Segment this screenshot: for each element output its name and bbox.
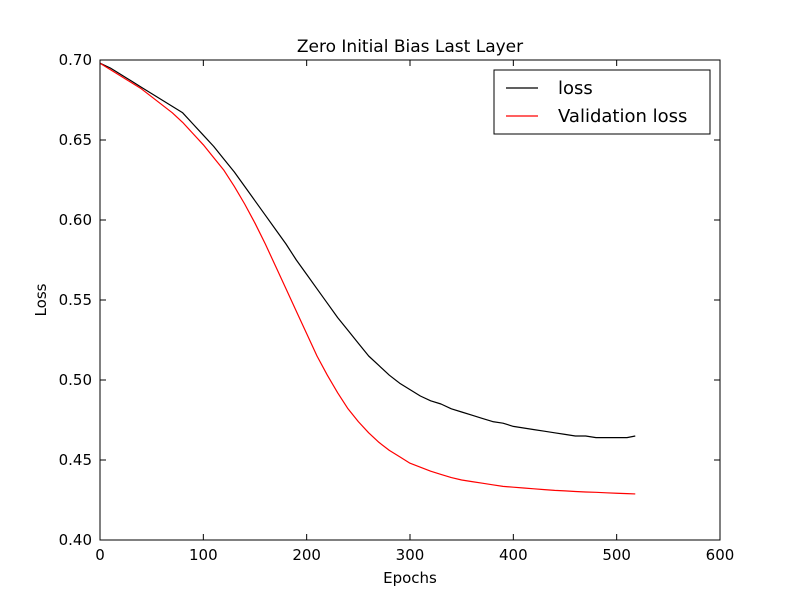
y-tick-label: 0.50 (59, 371, 92, 389)
y-tick-label: 0.70 (59, 51, 92, 69)
x-tick-label: 100 (189, 546, 218, 564)
y-tick-label: 0.65 (59, 131, 92, 149)
y-tick-label: 0.55 (59, 291, 92, 309)
x-tick-label: 500 (602, 546, 631, 564)
y-tick-label: 0.40 (59, 531, 92, 549)
legend-label: loss (558, 78, 593, 99)
ticks-layer: 0 100 200 300 400 500 600 0.40 0.45 0.50 0.55 0.60 0… (59, 51, 735, 564)
x-axis-label: Epochs (383, 569, 437, 587)
series-line-validation-loss (99, 62, 636, 495)
series-layer (99, 62, 636, 495)
x-tick-label: 400 (499, 546, 528, 564)
series-line-loss (99, 62, 636, 439)
plot-frame (99, 59, 721, 541)
x-tick-label: 200 (292, 546, 321, 564)
legend-box (493, 69, 711, 135)
legend: loss Validation loss (493, 69, 711, 135)
chart-title: Zero Initial Bias Last Layer (297, 37, 523, 57)
legend-label: Validation loss (558, 106, 687, 127)
x-tick-label: 300 (396, 546, 425, 564)
x-tick-label: 0 (95, 546, 105, 564)
y-tick-label: 0.60 (59, 211, 92, 229)
y-axis-label: Loss (32, 283, 50, 316)
x-tick-label: 600 (706, 546, 735, 564)
y-tick-label: 0.45 (59, 451, 92, 469)
